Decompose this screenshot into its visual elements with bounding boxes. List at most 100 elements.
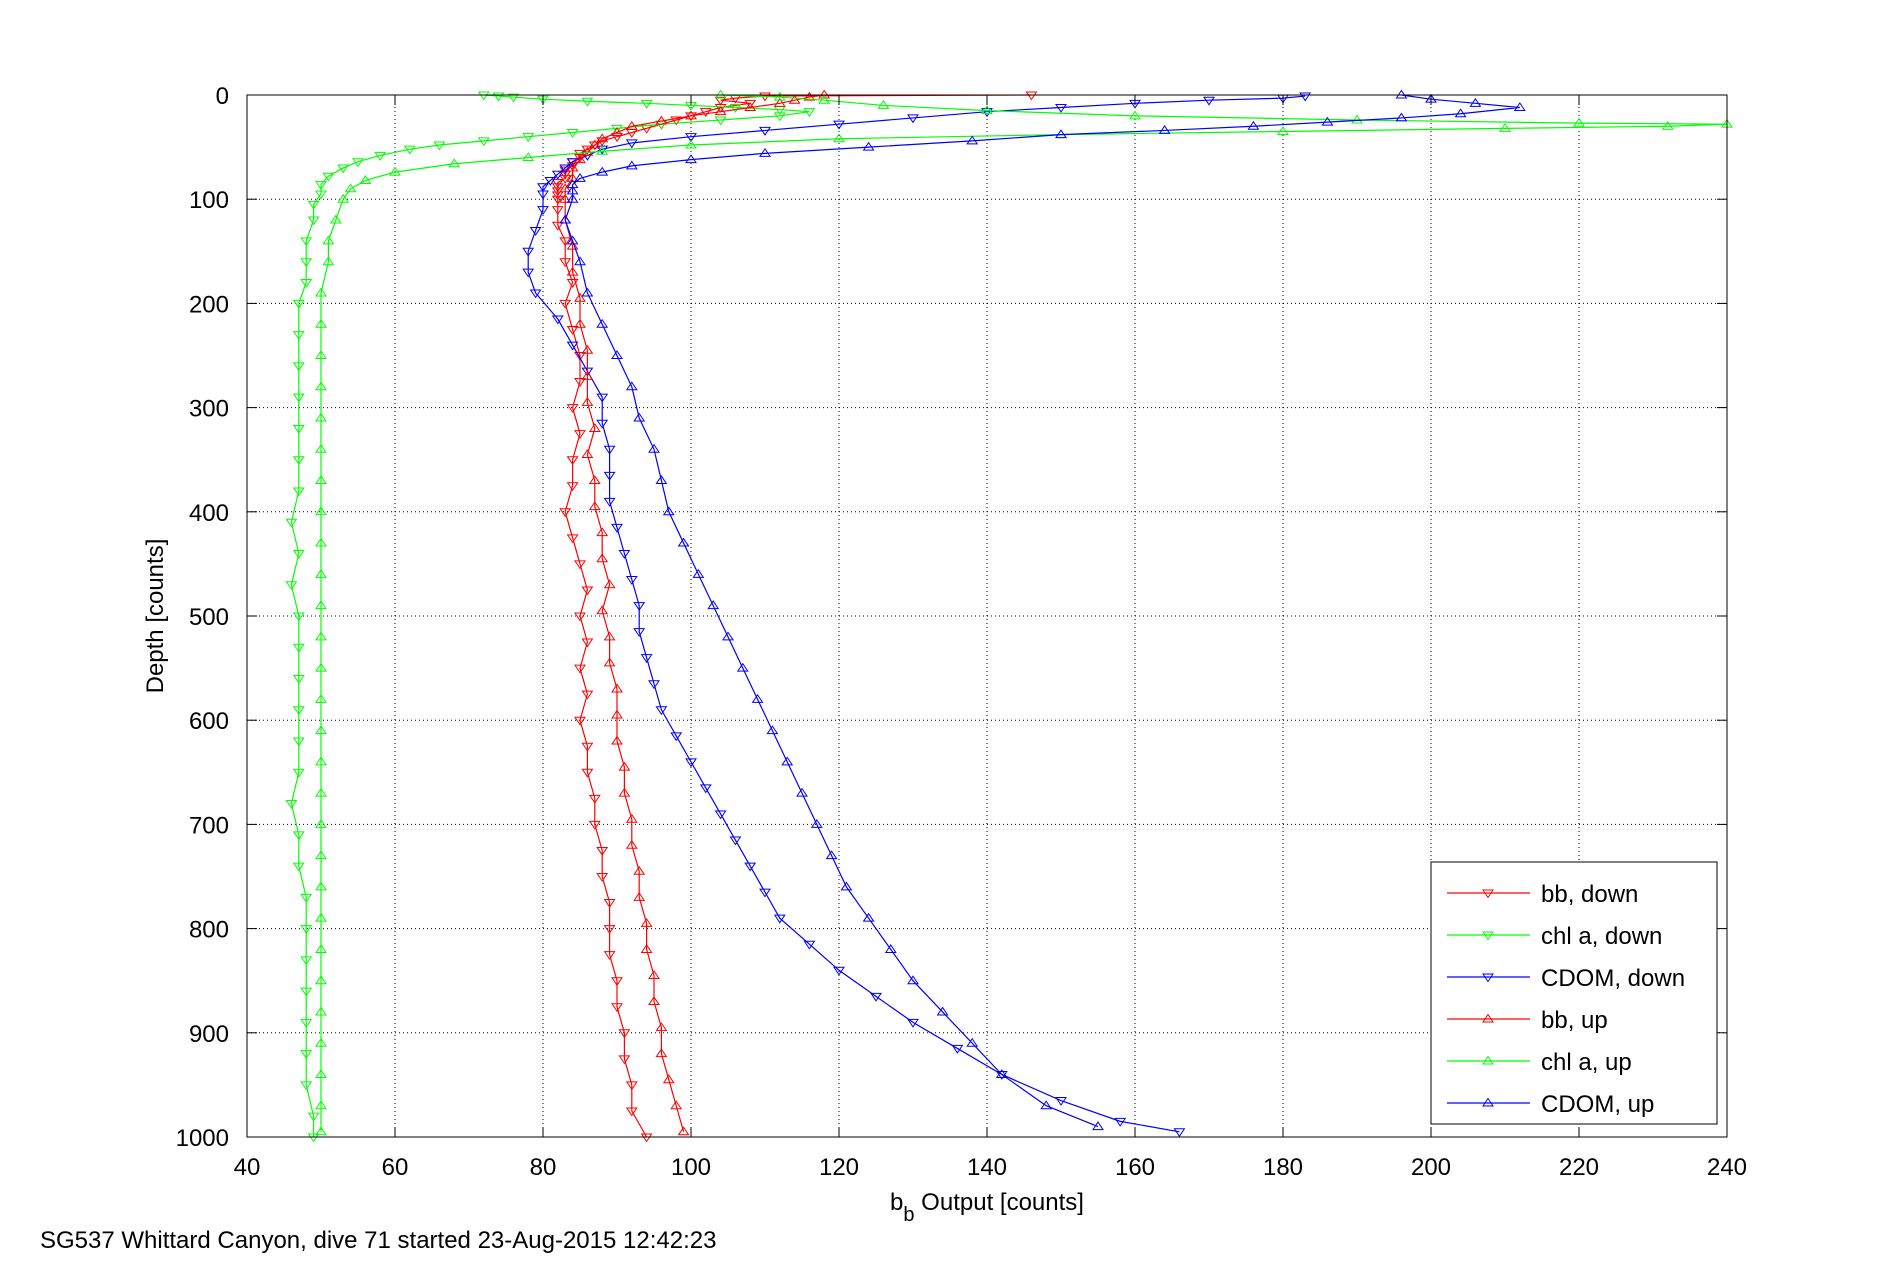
data-point xyxy=(551,170,564,180)
data-point xyxy=(1055,1097,1067,1106)
data-point xyxy=(352,158,364,168)
data-point xyxy=(1092,1121,1104,1131)
data-point xyxy=(588,139,601,149)
data-point xyxy=(507,93,520,103)
series-0 xyxy=(551,91,1038,1143)
data-point xyxy=(315,881,327,891)
data-point xyxy=(603,925,616,935)
data-point xyxy=(292,393,305,403)
data-point xyxy=(433,141,446,151)
data-point xyxy=(603,899,616,908)
data-point xyxy=(862,912,875,922)
data-point xyxy=(618,549,631,559)
data-point xyxy=(1247,120,1260,130)
data-point xyxy=(744,102,757,112)
data-point xyxy=(315,944,327,953)
data-point xyxy=(537,190,549,200)
data-point xyxy=(596,393,609,403)
data-point xyxy=(655,115,668,125)
data-point xyxy=(292,456,305,466)
data-point xyxy=(662,1074,675,1084)
data-point xyxy=(1499,122,1511,132)
x-axis-label-subscript: b xyxy=(903,1204,914,1226)
data-point xyxy=(699,784,712,794)
series-5 xyxy=(559,89,1526,1131)
data-point xyxy=(551,221,564,231)
y-tick-label: 1000 xyxy=(176,1125,229,1152)
data-point xyxy=(566,279,579,288)
data-point xyxy=(729,836,742,846)
data-point xyxy=(677,1126,690,1136)
data-point xyxy=(307,1133,320,1143)
data-point xyxy=(596,846,609,856)
y-tick-label: 200 xyxy=(189,291,229,318)
data-point xyxy=(581,690,594,700)
data-point xyxy=(337,164,350,174)
data-point xyxy=(596,419,609,429)
data-point xyxy=(566,172,579,182)
data-point xyxy=(603,497,616,507)
data-point xyxy=(773,914,786,924)
data-point xyxy=(300,258,313,268)
data-point xyxy=(574,172,586,182)
data-point xyxy=(292,424,305,434)
data-point xyxy=(315,631,327,641)
data-point xyxy=(566,129,579,138)
data-point xyxy=(292,768,305,778)
data-point xyxy=(574,612,586,622)
legend-label: bb, up xyxy=(1541,1007,1608,1034)
data-point xyxy=(315,1037,327,1047)
x-tick-label: 80 xyxy=(530,1154,557,1181)
data-point xyxy=(477,91,490,101)
data-point xyxy=(714,810,727,820)
x-tick-label: 180 xyxy=(1263,1154,1303,1181)
legend-item: CDOM, up xyxy=(1447,1091,1654,1118)
data-point xyxy=(581,146,594,156)
data-point xyxy=(640,917,653,927)
x-tick-label: 140 xyxy=(967,1154,1007,1181)
data-point xyxy=(840,881,853,891)
data-point xyxy=(581,638,594,648)
data-point xyxy=(292,737,305,747)
data-point xyxy=(300,237,313,247)
data-point xyxy=(315,725,327,735)
series-3 xyxy=(559,89,831,1136)
data-point xyxy=(833,966,845,976)
data-point xyxy=(574,378,586,387)
data-point xyxy=(537,206,549,216)
data-point xyxy=(1055,129,1067,139)
data-point xyxy=(1321,116,1334,126)
data-point xyxy=(300,925,313,935)
data-point xyxy=(551,315,564,325)
legend-label: CDOM, down xyxy=(1541,965,1685,992)
data-point xyxy=(300,1018,313,1028)
data-point xyxy=(285,581,298,591)
data-point xyxy=(833,120,845,130)
data-point xyxy=(566,266,579,276)
data-point xyxy=(611,1003,623,1013)
data-point xyxy=(766,725,779,735)
x-tick-label: 60 xyxy=(382,1154,409,1181)
data-point xyxy=(315,912,327,922)
data-point xyxy=(685,133,697,143)
data-point xyxy=(714,116,727,126)
data-point xyxy=(588,423,601,432)
data-point xyxy=(625,576,638,585)
data-point xyxy=(566,341,579,351)
series-4 xyxy=(315,89,1733,1136)
y-axis-label: Depth [counts] xyxy=(142,539,169,694)
data-point xyxy=(292,831,305,841)
data-point xyxy=(581,768,594,778)
data-point xyxy=(1025,91,1038,101)
data-point xyxy=(951,1044,964,1054)
data-point xyxy=(566,534,579,544)
data-point xyxy=(1203,96,1215,106)
data-point xyxy=(796,787,808,797)
data-point xyxy=(670,1100,683,1110)
data-point xyxy=(870,992,882,1002)
data-point xyxy=(315,756,327,766)
data-point xyxy=(596,527,609,537)
x-tick-label: 200 xyxy=(1411,1154,1451,1181)
legend-items: bb, down chl a, down CDOM, down bb, up chl a… xyxy=(1447,881,1685,1118)
